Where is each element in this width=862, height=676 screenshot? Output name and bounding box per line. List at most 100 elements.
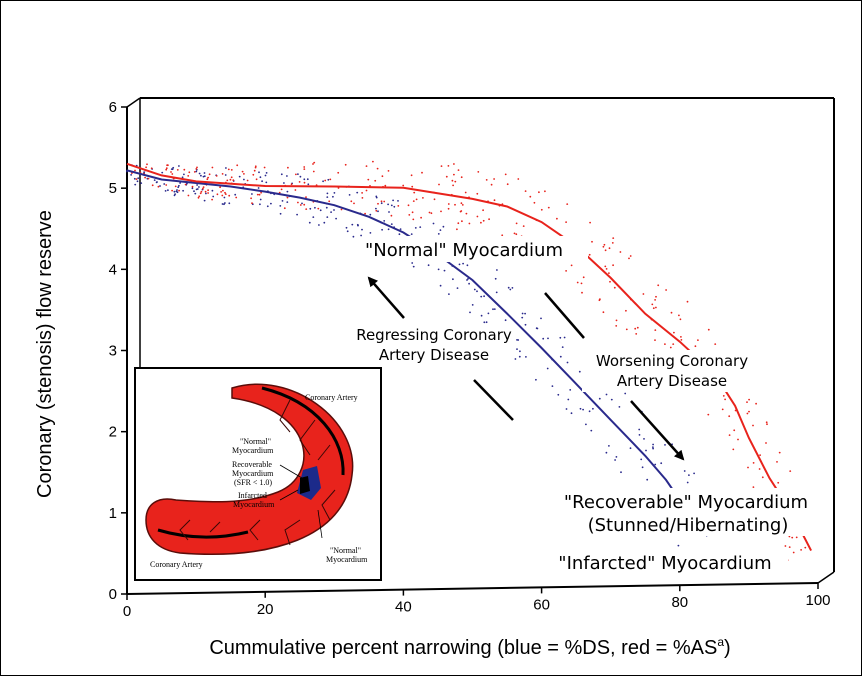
blue-data-point xyxy=(439,284,442,287)
x-tick-label: 20 xyxy=(257,601,274,618)
inset-label-normal-left: "Normal" xyxy=(240,437,271,446)
red-data-point xyxy=(287,166,289,169)
blue-data-point xyxy=(264,174,267,177)
inset-heart-wall xyxy=(145,383,354,555)
blue-data-point xyxy=(326,192,329,195)
red-data-point xyxy=(144,176,147,179)
blue-data-point xyxy=(286,201,289,204)
red-data-point xyxy=(651,303,654,306)
red-data-point xyxy=(344,163,347,166)
blue-data-point xyxy=(677,544,680,547)
blue-data-point xyxy=(212,195,215,198)
inset-label-infarcted: Infarcted xyxy=(238,491,267,500)
red-data-point xyxy=(303,203,306,206)
inset-vessel-branches xyxy=(179,399,336,546)
red-data-point xyxy=(611,242,614,244)
red-data-point xyxy=(298,181,301,183)
red-data-point xyxy=(254,166,257,169)
red-data-point xyxy=(211,198,214,201)
blue-data-point xyxy=(333,209,335,211)
red-data-point xyxy=(221,173,224,175)
x-axis-title-suffix: ) xyxy=(724,637,731,659)
blue-data-point xyxy=(471,304,474,306)
red-data-point xyxy=(193,171,196,173)
blue-data-point xyxy=(504,319,507,322)
red-data-point xyxy=(765,442,767,444)
red-data-point xyxy=(407,204,410,207)
red-data-point xyxy=(732,448,735,451)
blue-data-point xyxy=(392,199,394,202)
red-data-point xyxy=(761,476,764,479)
red-data-point xyxy=(230,176,233,179)
blue-data-point xyxy=(356,191,359,194)
red-data-point xyxy=(454,180,457,183)
inset-label-recoverable-2: Myocardium xyxy=(232,469,274,478)
blue-data-point xyxy=(563,336,566,339)
blue-data-point xyxy=(351,223,354,226)
red-data-point xyxy=(477,171,480,173)
blue-data-point xyxy=(266,205,269,208)
red-data-point xyxy=(707,413,710,416)
red-data-point xyxy=(598,299,601,302)
blue-data-point xyxy=(588,410,591,413)
blue-data-point xyxy=(224,174,227,176)
blue-data-point xyxy=(279,212,282,215)
red-data-point xyxy=(672,343,675,345)
y-tick-label: 0 xyxy=(109,586,117,603)
blue-data-point xyxy=(387,203,389,206)
red-data-point xyxy=(461,204,464,206)
blue-data-point xyxy=(566,361,569,364)
red-data-point xyxy=(728,415,731,418)
blue-data-point xyxy=(307,183,310,186)
blue-data-point xyxy=(318,224,320,226)
x-axis-title-main: Cummulative percent narrowing (blue = %D… xyxy=(209,637,717,659)
red-data-point xyxy=(260,191,262,194)
red-data-point xyxy=(566,203,569,206)
red-data-point xyxy=(634,327,637,330)
red-data-point xyxy=(613,286,616,289)
red-data-point xyxy=(752,462,755,464)
inset-coronary-artery-bottom xyxy=(157,528,249,539)
red-data-point xyxy=(533,201,536,204)
red-data-point xyxy=(365,189,368,192)
red-data-point xyxy=(412,218,415,221)
red-data-point xyxy=(196,166,198,169)
blue-data-point xyxy=(380,202,383,205)
y-tick-label: 3 xyxy=(109,343,117,360)
red-data-point xyxy=(694,345,697,348)
red-data-point xyxy=(565,221,567,224)
blue-data-point xyxy=(223,203,225,206)
blue-data-point xyxy=(225,167,227,169)
red-data-point xyxy=(329,178,332,181)
blue-data-point xyxy=(414,227,417,229)
blue-data-point xyxy=(176,191,179,194)
red-data-point xyxy=(476,215,479,218)
red-data-point xyxy=(165,184,168,186)
blue-data-point xyxy=(134,183,137,186)
red-data-point xyxy=(788,546,791,548)
worsen-arrow-upper xyxy=(544,292,585,339)
red-data-point xyxy=(678,314,680,317)
red-data-point xyxy=(714,343,717,345)
red-data-point xyxy=(422,197,424,199)
blue-data-point xyxy=(238,175,241,178)
red-data-point xyxy=(187,194,190,197)
blue-data-point xyxy=(570,412,573,415)
red-data-point xyxy=(680,336,682,338)
red-data-point xyxy=(250,197,253,200)
blue-data-point xyxy=(259,176,262,179)
red-data-point xyxy=(789,470,792,472)
blue-data-point xyxy=(638,434,641,436)
red-data-point xyxy=(522,225,525,228)
red-data-point xyxy=(438,183,440,186)
blue-data-point xyxy=(383,220,386,222)
blue-data-point xyxy=(480,295,483,298)
red-data-point xyxy=(184,183,187,186)
annotation-worsening-1: Worsening Coronary xyxy=(596,352,748,370)
red-data-point xyxy=(459,210,462,213)
red-data-point xyxy=(615,319,618,322)
red-data-point xyxy=(625,309,627,312)
red-data-point xyxy=(224,191,226,194)
red-data-point xyxy=(673,331,675,334)
blue-data-point xyxy=(286,175,288,177)
